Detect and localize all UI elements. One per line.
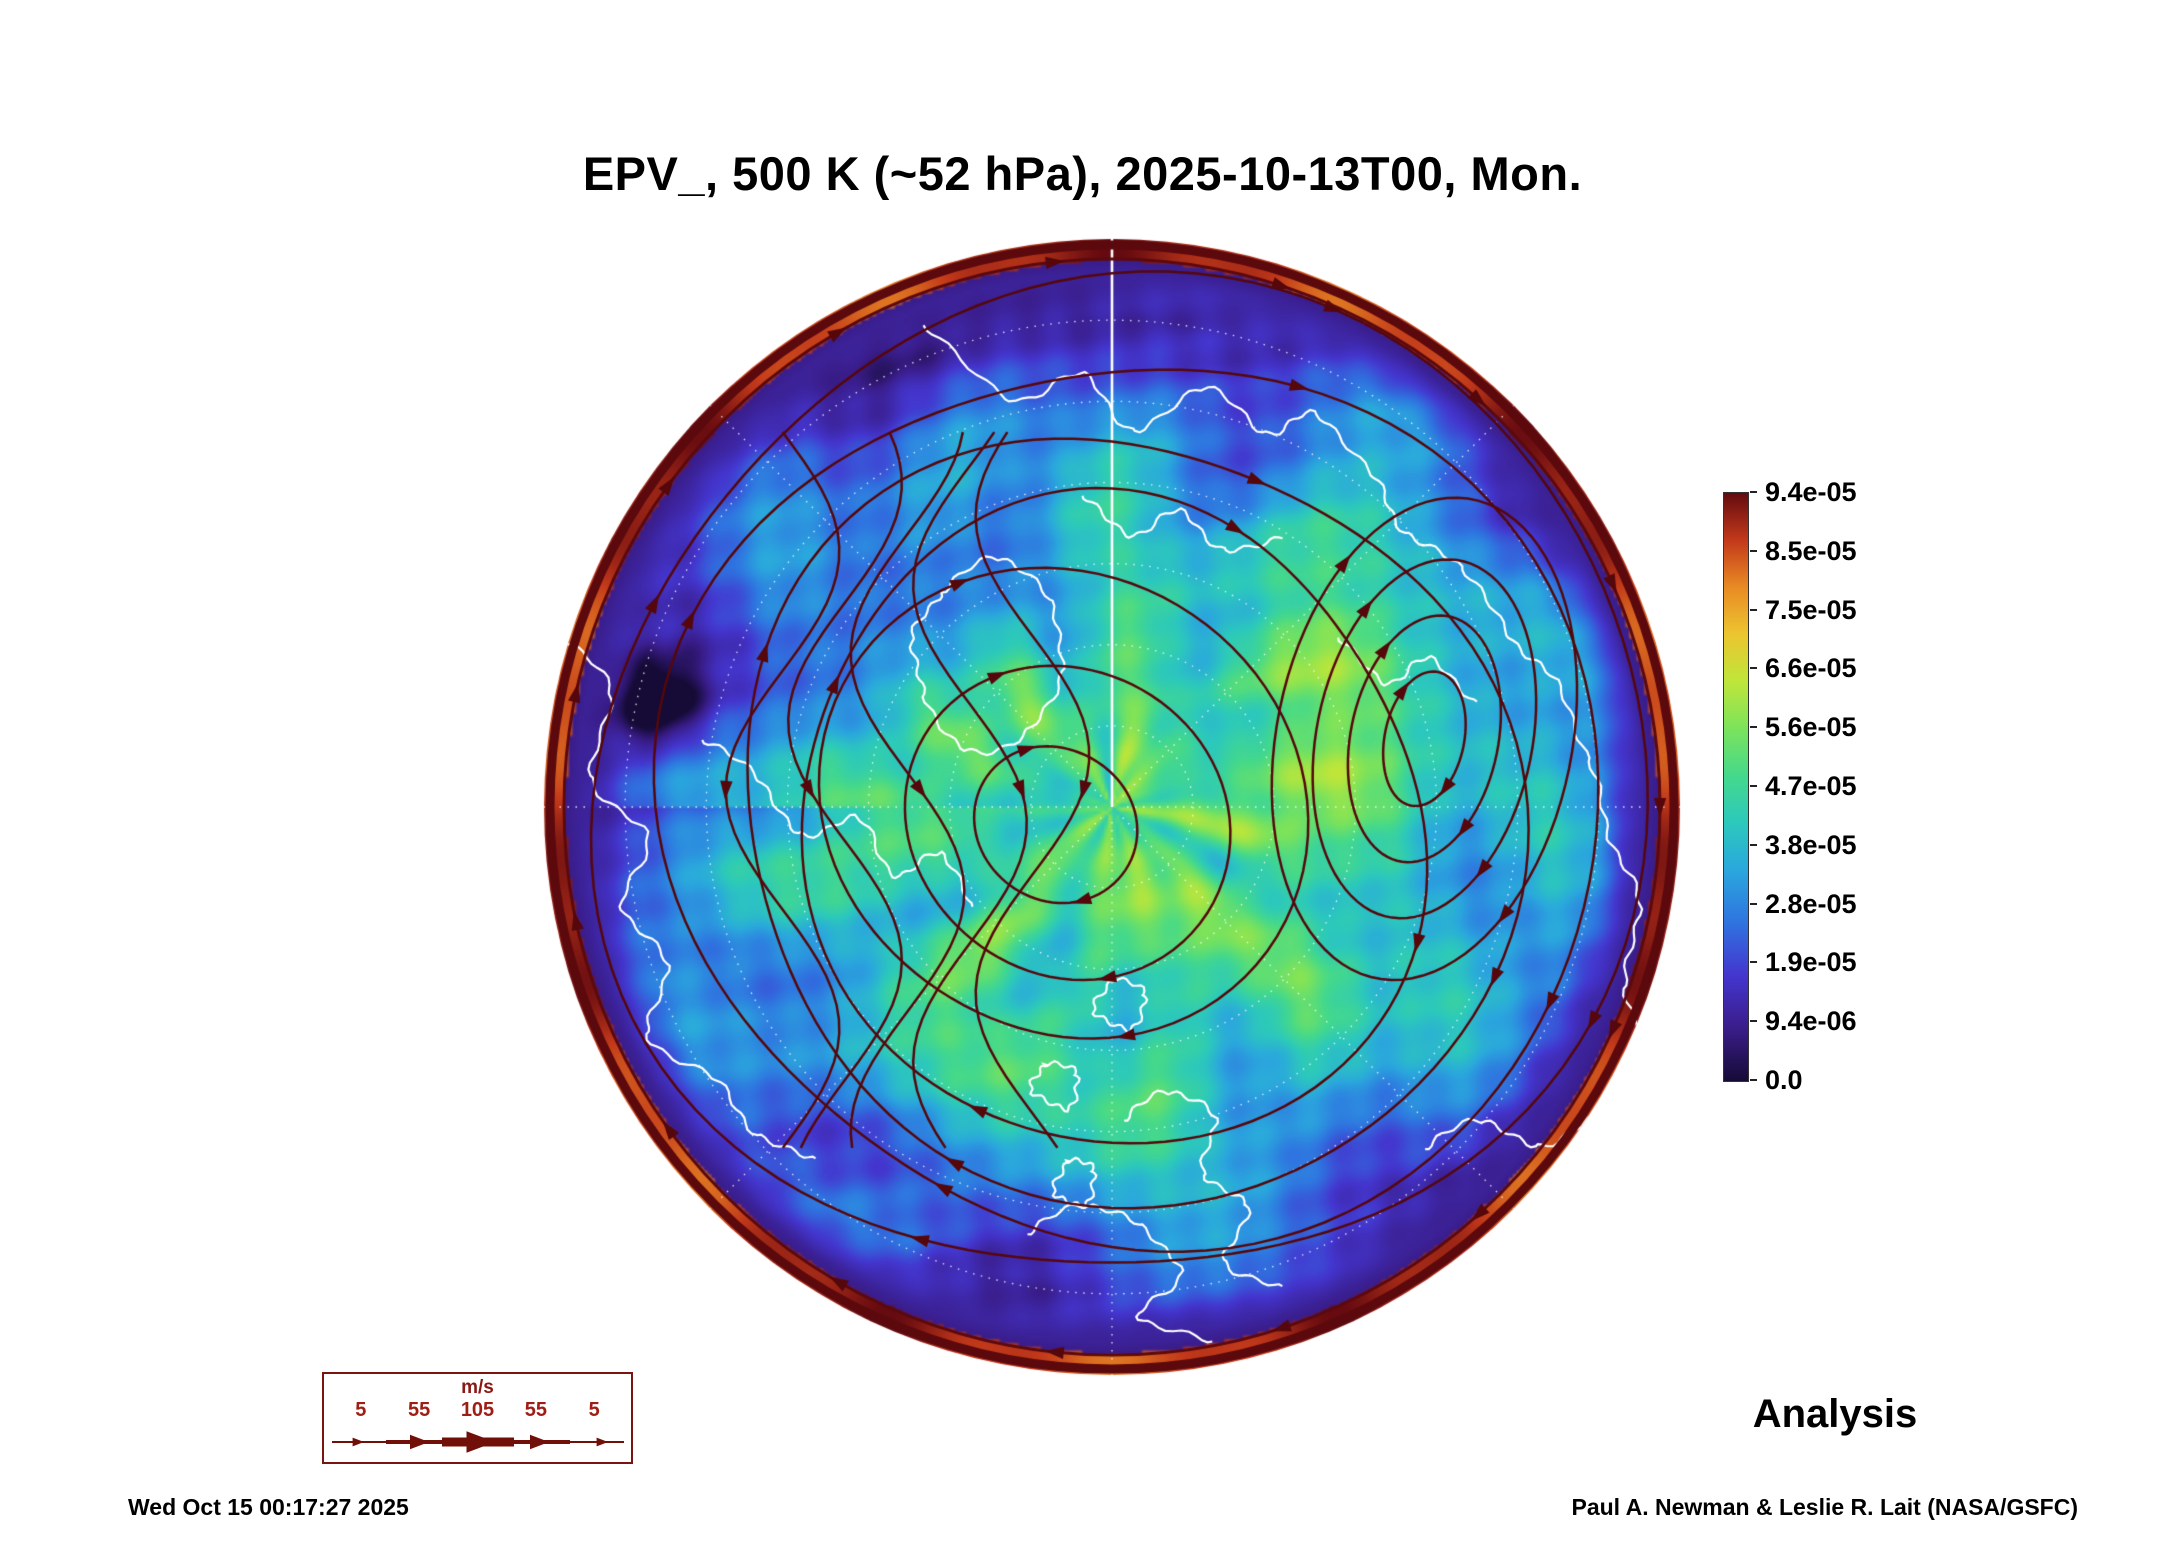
colorbar-tick-mark (1750, 785, 1757, 787)
colorbar-tick-mark (1750, 608, 1757, 611)
colorbar-tick-label: 3.8e-05 (1765, 829, 1857, 860)
credit-text: Paul A. Newman & Leslie R. Lait (NASA/GS… (1571, 1494, 2078, 1520)
colorbar-tick-mark (1750, 726, 1757, 729)
colorbar-tick-mark (1750, 961, 1757, 964)
wind-speed-value: 5 (588, 1399, 600, 1421)
colorbar-tick-label: 1.9e-05 (1765, 947, 1857, 978)
colorbar-tick-mark (1750, 1020, 1757, 1023)
colorbar-tick-label: 9.4e-06 (1765, 1006, 1857, 1037)
colorbar-tick-mark (1750, 667, 1757, 670)
colorbar-tick-mark (1750, 843, 1757, 846)
wind-speed-value: 55 (408, 1399, 431, 1421)
colorbar (1723, 492, 1749, 1082)
colorbar-tick-label: 2.8e-05 (1765, 888, 1857, 919)
wind-speed-values: 5 55 105 55 5 (324, 1374, 631, 1462)
colorbar-tick-labels: 9.4e-05 8.5e-05 7.5e-05 6.6e-05 5.6e-05 4.7e-… (1750, 478, 1900, 1094)
wind-speed-value: 55 (524, 1399, 547, 1421)
wind-speed-arrow-glyph (332, 1431, 624, 1453)
colorbar-tick-mark (1750, 1079, 1757, 1081)
colorbar-tick-label: 7.5e-05 (1765, 594, 1857, 625)
wind-speed-value: 5 (355, 1399, 367, 1421)
colorbar-tick-label: 9.4e-05 (1765, 477, 1857, 507)
colorbar-tick-label: 5.6e-05 (1765, 712, 1857, 743)
figure-title: EPV_, 500 K (~52 hPa), 2025-10-13T00, Mo… (582, 147, 1583, 200)
wind-speed-value: 105 (460, 1399, 495, 1421)
analysis-label: Analysis (1752, 1392, 1918, 1436)
wind-units-label: m/s (461, 1377, 494, 1398)
colorbar-tick-label: 0.0 (1765, 1065, 1803, 1095)
colorbar-tick-mark (1750, 549, 1757, 552)
colorbar-tick-mark (1750, 902, 1757, 905)
colorbar-tick-mark (1750, 491, 1757, 493)
wind-speed-legend: m/s 5 55 105 55 5 (322, 1372, 633, 1464)
colorbar-tick-label: 4.7e-05 (1765, 771, 1857, 801)
colorbar-tick-label: 8.5e-05 (1765, 535, 1857, 566)
polar-map-canvas (512, 207, 1712, 1407)
colorbar-tick-label: 6.6e-05 (1765, 653, 1857, 684)
generated-timestamp: Wed Oct 15 00:17:27 2025 (128, 1494, 409, 1520)
